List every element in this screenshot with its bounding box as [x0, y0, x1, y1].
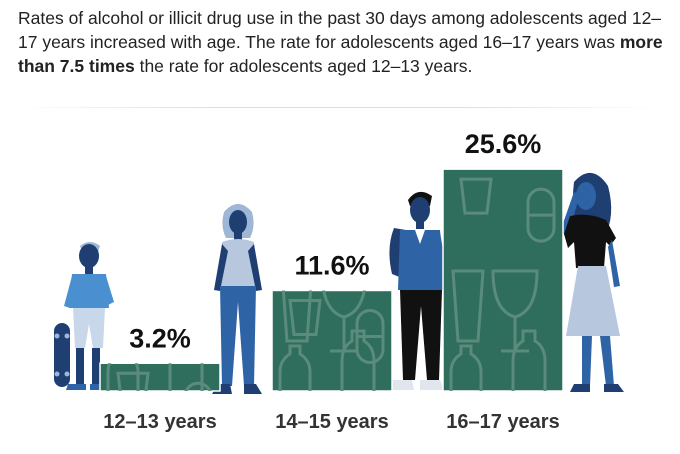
caption-text-end: the rate for adolescents aged 12–13 year… — [134, 56, 473, 76]
pint-glass-icon — [281, 290, 313, 343]
value-label-12-13: 3.2% — [129, 323, 191, 353]
bar-group-0 — [99, 271, 221, 392]
girl-black-shirt-figure — [560, 172, 624, 392]
boy-skateboard-figure — [54, 242, 114, 390]
chart-caption: Rates of alcohol or illicit drug use in … — [18, 6, 668, 78]
bar-icons-0 — [106, 271, 212, 391]
wine-glass-icon — [491, 269, 539, 319]
bar-group-2 — [442, 168, 564, 392]
pint-glass-icon — [451, 269, 485, 343]
caption-emphasis: more than 7.5 times — [18, 32, 663, 76]
category-label-14-15: 14–15 years — [275, 411, 388, 433]
category-label-12-13: 12–13 years — [103, 411, 216, 433]
skateboard-icon — [54, 323, 70, 387]
caption-text-start: Rates of alcohol or illicit drug use in … — [18, 8, 662, 52]
bar-12-13-years — [99, 362, 221, 392]
bottle-icon — [449, 344, 483, 391]
value-label-16-17: 25.6% — [465, 129, 542, 159]
bottle-icon — [511, 329, 547, 391]
wine-glass-icon — [150, 271, 194, 317]
shot-glass-icon — [288, 298, 322, 336]
boy-backpack-figure — [389, 191, 446, 390]
bottle-icon — [278, 344, 312, 392]
shot-glass-icon — [459, 177, 493, 215]
pill-capsule-icon — [184, 381, 212, 391]
shot-glass-icon — [116, 371, 150, 391]
divider-line — [18, 107, 658, 108]
wine-glass-icon — [322, 290, 366, 319]
bar-icons-1 — [278, 290, 385, 392]
value-label-14-15: 11.6% — [294, 250, 369, 280]
bars-layer — [99, 168, 564, 392]
bar-group-1 — [271, 289, 393, 392]
category-label-16-17: 16–17 years — [446, 411, 559, 433]
bottle-icon — [340, 329, 376, 392]
bar-icons-2 — [449, 177, 556, 391]
